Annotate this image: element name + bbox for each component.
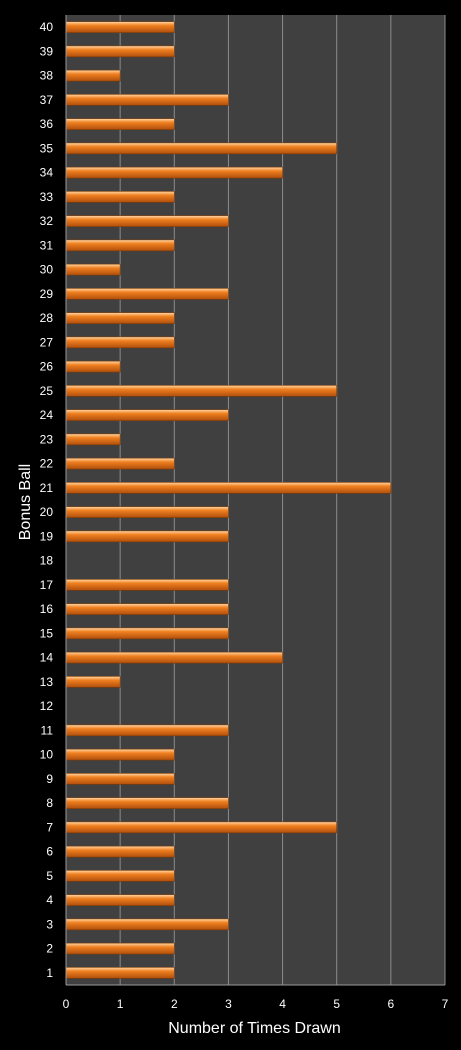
bar bbox=[65, 627, 229, 640]
bar bbox=[65, 94, 229, 106]
y-tick-label: 19 bbox=[40, 529, 54, 543]
bar bbox=[65, 288, 229, 300]
bar bbox=[65, 967, 175, 979]
bar bbox=[65, 797, 229, 809]
y-tick-label: 11 bbox=[41, 723, 54, 737]
bar bbox=[65, 409, 229, 421]
bar bbox=[65, 894, 175, 906]
bar bbox=[65, 457, 175, 470]
y-tick-label: 24 bbox=[40, 408, 54, 422]
bar bbox=[65, 21, 175, 33]
bar bbox=[65, 239, 175, 252]
y-tick-label: 18 bbox=[40, 554, 54, 568]
y-axis-title: Bonus Ball bbox=[17, 464, 34, 541]
y-tick-label: 40 bbox=[40, 20, 54, 34]
bar bbox=[65, 142, 338, 155]
bar bbox=[65, 651, 283, 664]
y-tick-label: 15 bbox=[40, 626, 54, 640]
y-tick-label: 4 bbox=[46, 893, 53, 907]
bar bbox=[65, 918, 229, 931]
bar bbox=[65, 433, 121, 446]
plot-area bbox=[66, 15, 445, 985]
y-tick-label: 28 bbox=[40, 311, 54, 325]
bar bbox=[65, 118, 175, 130]
bar bbox=[65, 676, 121, 688]
bar bbox=[65, 506, 229, 518]
bar bbox=[65, 579, 229, 591]
y-tick-label: 21 bbox=[40, 481, 54, 495]
bar bbox=[65, 215, 229, 227]
y-tick-label: 13 bbox=[40, 675, 54, 689]
bar bbox=[65, 69, 121, 82]
y-tick-label: 35 bbox=[40, 141, 54, 155]
y-tick-label: 30 bbox=[40, 263, 54, 277]
y-tick-label: 10 bbox=[40, 748, 54, 762]
y-tick-label: 37 bbox=[40, 93, 54, 107]
x-axis-title: Number of Times Drawn bbox=[168, 1020, 341, 1037]
bar bbox=[65, 312, 175, 324]
bar bbox=[65, 724, 229, 737]
y-tick-label: 20 bbox=[40, 505, 54, 519]
y-tick-label: 32 bbox=[40, 214, 54, 228]
bars bbox=[65, 21, 392, 979]
bar bbox=[65, 773, 175, 785]
x-tick-label: 2 bbox=[171, 997, 178, 1011]
y-tick-label: 7 bbox=[46, 820, 53, 834]
bar bbox=[65, 45, 175, 58]
y-tick-label: 22 bbox=[40, 457, 54, 471]
bar bbox=[65, 385, 338, 397]
x-tick-label: 3 bbox=[225, 997, 232, 1011]
y-tick-labels: 1234567891011121314151617181920212223242… bbox=[40, 20, 54, 980]
x-tick-label: 6 bbox=[388, 997, 395, 1011]
y-tick-label: 29 bbox=[40, 287, 54, 301]
y-tick-label: 14 bbox=[40, 651, 54, 665]
bar bbox=[65, 166, 283, 179]
bar bbox=[65, 603, 229, 615]
bar bbox=[65, 530, 229, 543]
y-tick-label: 1 bbox=[46, 966, 53, 980]
x-tick-label: 0 bbox=[63, 997, 70, 1011]
x-tick-label: 4 bbox=[279, 997, 286, 1011]
y-tick-label: 27 bbox=[40, 335, 54, 349]
bar bbox=[65, 942, 175, 955]
bar bbox=[65, 336, 175, 349]
y-tick-label: 2 bbox=[46, 942, 53, 956]
bar bbox=[65, 191, 175, 203]
y-tick-label: 39 bbox=[40, 44, 54, 58]
x-tick-labels: 0 1 2 3 4 5 6 7 bbox=[63, 997, 449, 1011]
bar bbox=[65, 482, 392, 494]
x-tick-label: 1 bbox=[117, 997, 124, 1011]
bar bbox=[65, 748, 175, 761]
y-tick-label: 34 bbox=[40, 166, 54, 180]
bar bbox=[65, 360, 121, 373]
y-tick-label: 3 bbox=[46, 917, 53, 931]
bar bbox=[65, 870, 175, 882]
y-tick-label: 16 bbox=[40, 602, 54, 616]
x-tick-label: 7 bbox=[442, 997, 449, 1011]
y-tick-label: 12 bbox=[40, 699, 54, 713]
bar bbox=[65, 821, 338, 834]
y-tick-label: 8 bbox=[46, 796, 53, 810]
y-tick-label: 36 bbox=[40, 117, 54, 131]
y-tick-label: 31 bbox=[40, 238, 54, 252]
bar bbox=[65, 263, 121, 276]
y-tick-label: 6 bbox=[46, 845, 53, 859]
x-tick-label: 5 bbox=[333, 997, 340, 1011]
y-tick-label: 17 bbox=[40, 578, 54, 592]
bar bbox=[65, 845, 175, 858]
y-tick-label: 33 bbox=[40, 190, 54, 204]
y-tick-label: 25 bbox=[40, 384, 54, 398]
y-tick-label: 26 bbox=[40, 360, 54, 374]
y-tick-label: 38 bbox=[40, 69, 54, 83]
y-tick-label: 9 bbox=[46, 772, 53, 786]
y-tick-label: 5 bbox=[46, 869, 53, 883]
y-tick-label: 23 bbox=[40, 432, 54, 446]
